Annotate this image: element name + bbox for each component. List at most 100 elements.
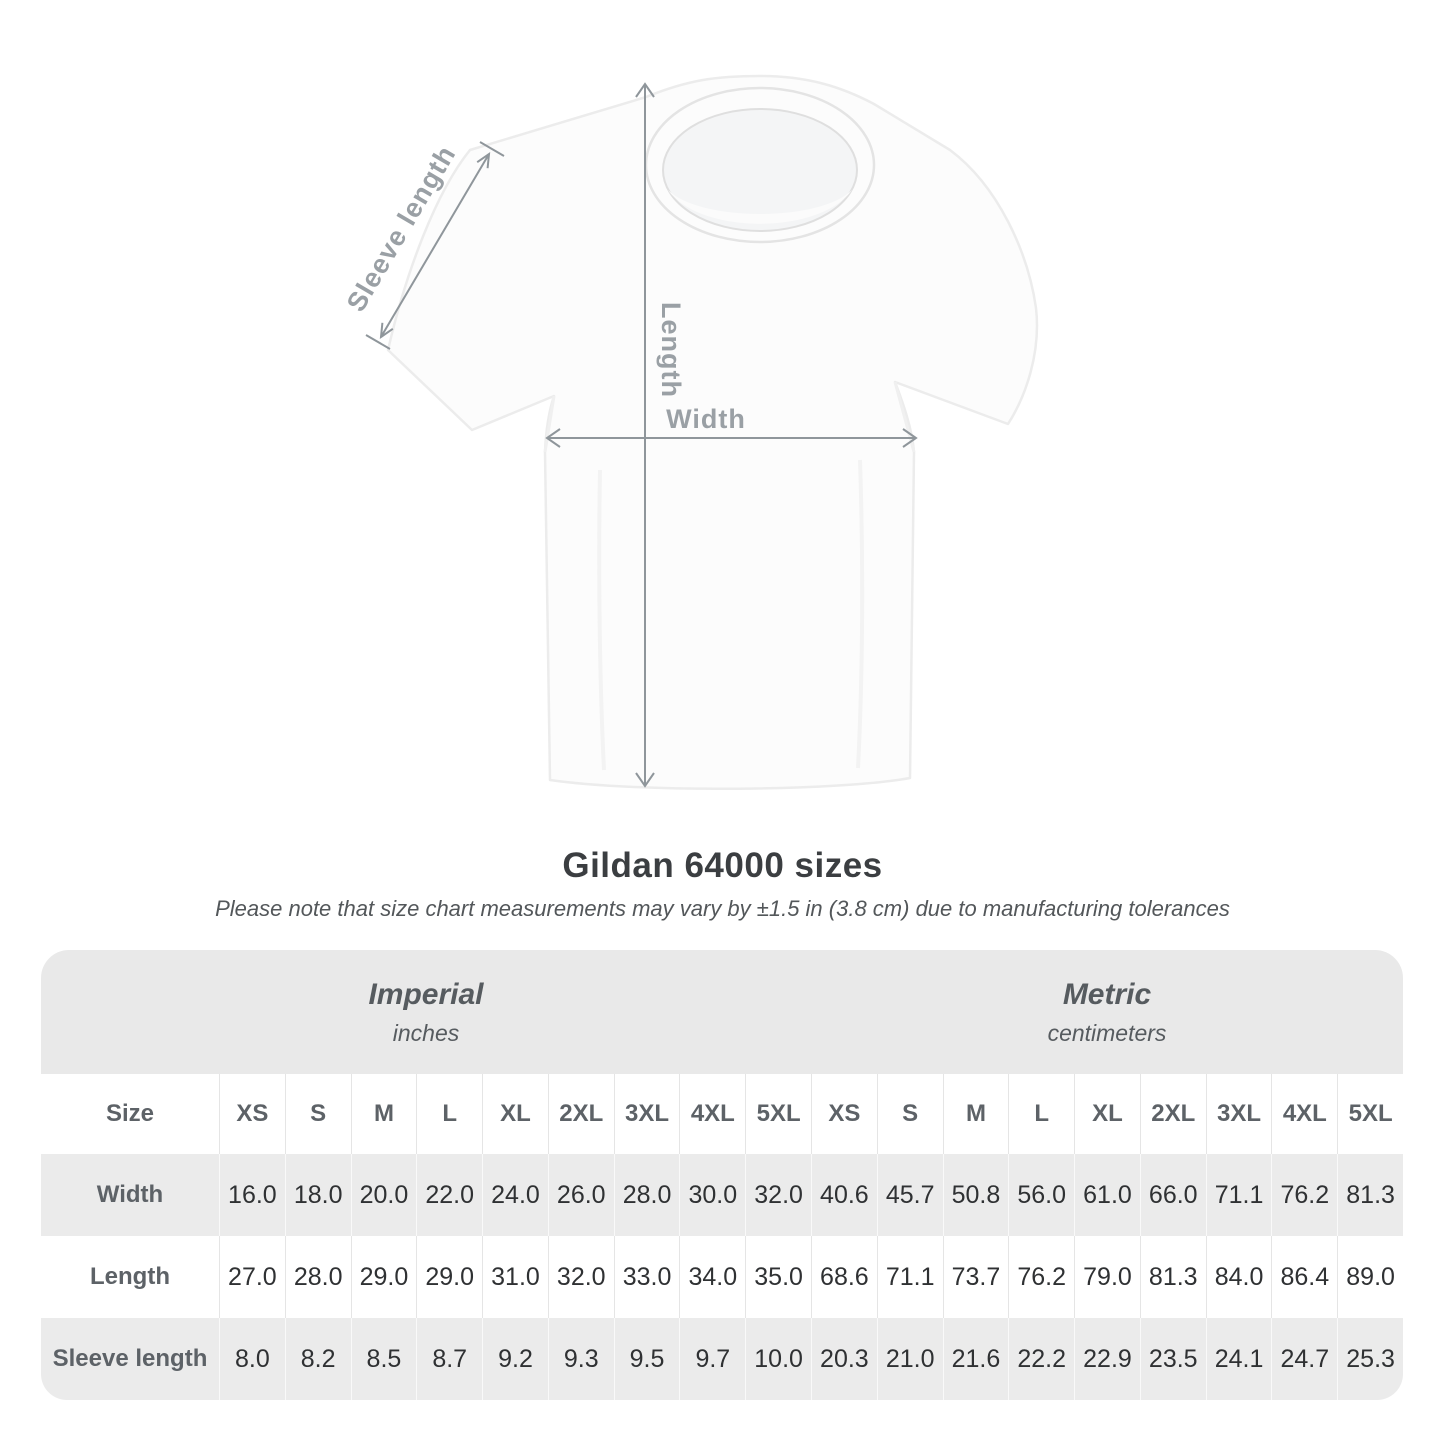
size-col-header-text: 2XL [1151,1100,1196,1127]
table-cell: 32.0 [547,1236,614,1318]
size-col-header: S [876,1074,943,1154]
size-col-header-text: 3XL [1217,1100,1262,1127]
collar [644,86,876,244]
table-cell: 73.7 [942,1236,1009,1318]
size-col-header: M [350,1074,417,1154]
table-cell: 8.7 [416,1318,483,1400]
size-col-header: L [416,1074,483,1154]
table-cell: 76.2 [1008,1236,1075,1318]
size-col-header: 5XL [1337,1074,1403,1154]
table-cell: 30.0 [679,1154,746,1236]
table-cell-text: 45.7 [885,1180,935,1209]
unit-band-sublabel-text: centimeters [1047,1019,1167,1046]
table-cell: 9.2 [482,1318,548,1400]
table-cell: 24.1 [1205,1318,1272,1400]
unit-band-label-text: Metric [1062,977,1152,1011]
size-col-header: L [1008,1074,1075,1154]
table-cell-text: 9.5 [629,1344,665,1373]
table-cell-text: 27.0 [228,1262,277,1291]
table-cell-text: 8.5 [366,1344,402,1373]
table-cell: 21.6 [942,1318,1009,1400]
table-cell-text: 28.0 [293,1262,343,1291]
table-cell-text: 76.2 [1280,1180,1330,1209]
size-col-header-text: 5XL [756,1100,801,1127]
table-cell: 76.2 [1271,1154,1338,1236]
table-cell-text: 8.7 [432,1344,468,1373]
table-cell-text: 21.6 [951,1344,1001,1373]
size-col-header-text: 2XL [559,1100,604,1127]
unit-band-sublabel-text: inches [392,1019,460,1046]
table-cell-text: 66.0 [1148,1180,1198,1209]
unit-band-label: Imperial [368,978,483,1012]
table-cell-text: 31.0 [491,1262,540,1291]
table-cell-text: 61.0 [1083,1180,1132,1209]
table-cell: 86.4 [1271,1236,1338,1318]
table-cell: 8.5 [350,1318,417,1400]
unit-band-label-text: Imperial [368,977,484,1011]
size-col-header-text: 4XL [1282,1100,1327,1127]
table-cell: 9.3 [547,1318,614,1400]
table-cell-text: 76.2 [1017,1262,1067,1291]
table-cell: 22.0 [416,1154,483,1236]
table-cell: 22.2 [1008,1318,1075,1400]
table-cell: 23.5 [1139,1318,1206,1400]
table-cell: 28.0 [284,1236,351,1318]
table-cell: 20.3 [811,1318,877,1400]
table-cell-text: 73.7 [951,1262,1001,1291]
tshirt-diagram: Length Width Sleeve length [341,74,1039,791]
table-cell: 21.0 [876,1318,943,1400]
table-cell-text: 71.1 [1214,1180,1264,1209]
table-cell-text: 29.0 [425,1262,475,1291]
size-table: Imperial inches Metric centimeters Size XS S M L… [41,950,1403,1400]
length-arrow [635,82,655,788]
table-cell-text: 89.0 [1346,1262,1395,1291]
size-col-header-text: M [373,1100,394,1127]
row-label-cell: Length [41,1236,219,1318]
size-col-header-text: XS [236,1100,269,1127]
table-cell: 45.7 [876,1154,943,1236]
table-cell-text: 16.0 [228,1180,277,1209]
row-label-cell-text: Width [96,1181,164,1208]
table-cell-text: 26.0 [556,1180,606,1209]
row-label-cell: Sleeve length [41,1318,219,1400]
table-cell-text: 22.0 [425,1180,475,1209]
size-col-header-text: XL [1092,1100,1123,1127]
table-cell: 34.0 [679,1236,746,1318]
size-col-header: 4XL [1271,1074,1338,1154]
table-cell-text: 34.0 [688,1262,738,1291]
size-col-header: 3XL [1205,1074,1272,1154]
size-col-header: 5XL [745,1074,811,1154]
unit-band-sublabel: centimeters [1048,1020,1167,1047]
table-cell: 24.7 [1271,1318,1338,1400]
table-cell-text: 9.3 [563,1344,599,1373]
table-cell-text: 32.0 [556,1262,606,1291]
table-cell-text: 21.0 [885,1344,935,1373]
table-cell: 71.1 [1205,1154,1272,1236]
table-cell-text: 35.0 [754,1262,803,1291]
table-cell-text: 8.0 [235,1344,270,1373]
table-cell-text: 29.0 [359,1262,409,1291]
size-col-header: 2XL [1139,1074,1206,1154]
tshirt-image [386,74,1039,791]
size-col-header: 4XL [679,1074,746,1154]
table-cell: 61.0 [1074,1154,1140,1236]
size-col-header: M [942,1074,1009,1154]
table-cell-text: 22.9 [1083,1344,1132,1373]
table-cell: 20.0 [350,1154,417,1236]
table-cell-text: 20.0 [359,1180,409,1209]
table-cell: 28.0 [613,1154,680,1236]
table-cell: 8.2 [284,1318,351,1400]
table-cell-text: 18.0 [293,1180,343,1209]
size-col-header: XL [482,1074,548,1154]
table-cell: 18.0 [284,1154,351,1236]
size-col-header: S [284,1074,351,1154]
table-cell-text: 81.3 [1346,1180,1395,1209]
size-col-header-text: L [1034,1100,1050,1127]
table-cell: 66.0 [1139,1154,1206,1236]
width-label: Width [666,404,746,434]
page-subtitle: Please note that size chart measurements… [215,896,1230,921]
table-cell: 81.3 [1139,1236,1206,1318]
table-cell: 25.3 [1337,1318,1403,1400]
size-col-header-text: 3XL [625,1100,670,1127]
table-cell: 71.1 [876,1236,943,1318]
